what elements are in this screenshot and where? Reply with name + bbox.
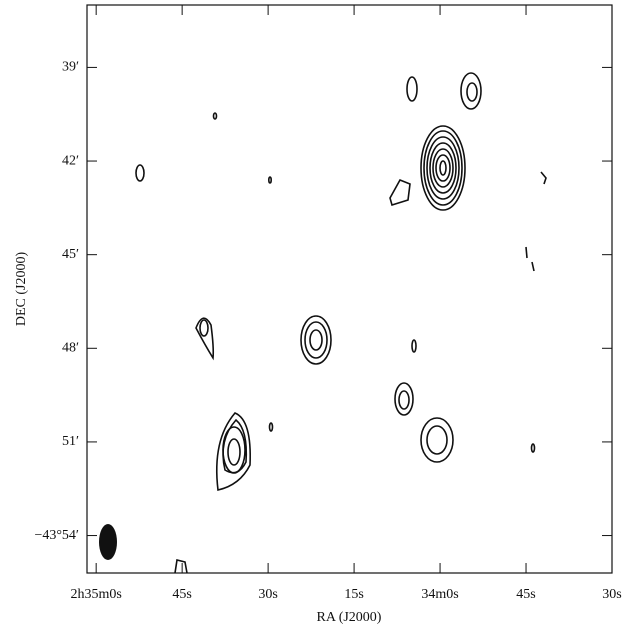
x-tick-label: 15s	[344, 587, 363, 602]
beam	[99, 524, 117, 560]
y-tick-label: 51′	[62, 434, 79, 449]
y-tick-label: −43°54′	[34, 528, 79, 543]
x-axis-label: RA (J2000)	[317, 610, 382, 625]
y-tick-label: 39′	[62, 60, 79, 75]
y-tick-label: 42′	[62, 153, 79, 168]
y-axis-label: DEC (J2000)	[14, 252, 29, 327]
x-tick-label: 45s	[516, 587, 535, 602]
y-tick-label: 45′	[62, 247, 79, 262]
plot-frame	[86, 4, 613, 574]
x-tick-label: 45s	[172, 587, 191, 602]
x-tick-label: 34m0s	[421, 587, 458, 602]
y-tick-label: 48′	[62, 341, 79, 356]
x-tick-label: 30s	[258, 587, 277, 602]
x-tick-label: 30s	[602, 587, 621, 602]
x-tick-label: 2h35m0s	[70, 587, 121, 602]
contours	[135, 72, 547, 574]
